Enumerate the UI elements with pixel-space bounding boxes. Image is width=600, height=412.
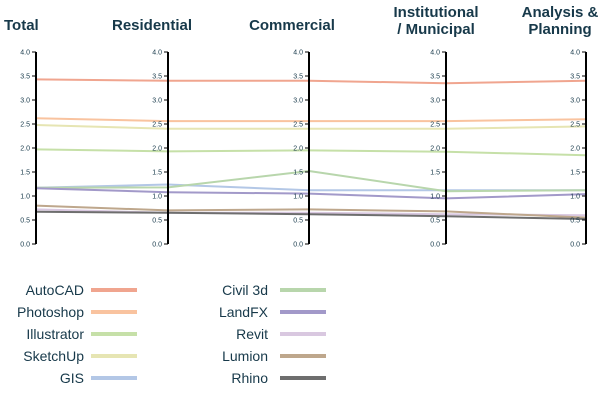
legend-item-gis: GIS xyxy=(60,370,137,386)
legend-item-autocad: AutoCAD xyxy=(26,282,137,298)
legend-item-civil-3d: Civil 3d xyxy=(222,282,326,298)
axis-commercial: 0.0 0.5 1.0 1.5 2.0 2.5 3.0 3.5 4.0 xyxy=(293,50,310,249)
tick-label: 4.0 xyxy=(152,50,162,57)
tick-label: 0.5 xyxy=(152,218,162,225)
tick-label: 4.0 xyxy=(20,50,30,57)
axis-residential: 0.0 0.5 1.0 1.5 2.0 2.5 3.0 3.5 4.0 xyxy=(152,50,169,249)
tick-label: 3.0 xyxy=(430,98,440,105)
tick-label: 1.5 xyxy=(152,170,162,177)
tick-label: 4.0 xyxy=(430,50,440,57)
legend-label: Lumion xyxy=(222,348,268,364)
legend-label: Photoshop xyxy=(17,304,84,320)
tick-label: 2.0 xyxy=(152,146,162,153)
tick-label: 2.5 xyxy=(293,122,303,129)
tick-label: 2.0 xyxy=(430,146,440,153)
axis-title-residential: Residential xyxy=(112,17,192,34)
legend-label: Civil 3d xyxy=(222,282,268,298)
tick-label: 3.5 xyxy=(430,74,440,81)
tick-label: 0.0 xyxy=(20,242,30,249)
tick-label: 2.5 xyxy=(152,122,162,129)
legend-item-photoshop: Photoshop xyxy=(17,304,137,320)
legend-label: Illustrator xyxy=(26,326,84,342)
tick-label: 3.5 xyxy=(20,74,30,81)
tick-label: 1.0 xyxy=(293,194,303,201)
tick-label: 2.5 xyxy=(430,122,440,129)
tick-label: 0.0 xyxy=(430,242,440,249)
legend-item-lumion: Lumion xyxy=(222,348,326,364)
tick-label: 1.0 xyxy=(20,194,30,201)
series-line-photoshop xyxy=(35,117,587,123)
series-lines xyxy=(35,78,587,220)
tick-label: 3.5 xyxy=(152,74,162,81)
legend-label: GIS xyxy=(60,370,84,386)
legend-item-revit: Revit xyxy=(236,326,326,342)
legend-item-landfx: LandFX xyxy=(219,304,326,320)
legend-item-rhino: Rhino xyxy=(231,370,326,386)
legend: AutoCAD Photoshop Illustrator SketchUp GIS Ci… xyxy=(17,282,326,386)
tick-label: 1.0 xyxy=(570,194,580,201)
tick-label: 2.0 xyxy=(293,146,303,153)
tick-label: 1.5 xyxy=(20,170,30,177)
tick-label: 0.5 xyxy=(430,218,440,225)
axis-titles: Total Residential Commercial Institutional /… xyxy=(4,4,599,38)
tick-label: 2.5 xyxy=(570,122,580,129)
tick-label: 1.5 xyxy=(293,170,303,177)
tick-label: 3.0 xyxy=(20,98,30,105)
tick-label: 3.0 xyxy=(570,98,580,105)
tick-label: 2.0 xyxy=(20,146,30,153)
tick-label: 0.5 xyxy=(20,218,30,225)
legend-label: AutoCAD xyxy=(26,282,84,298)
tick-label: 2.0 xyxy=(570,146,580,153)
series-line-civil-3d xyxy=(35,170,587,193)
tick-label: 3.0 xyxy=(152,98,162,105)
tick-label: 0.0 xyxy=(570,242,580,249)
tick-label: 2.5 xyxy=(20,122,30,129)
axis-analysis-planning: 0.0 0.5 1.0 1.5 2.0 2.5 3.0 3.5 4.0 xyxy=(570,50,587,249)
tick-label: 4.0 xyxy=(570,50,580,57)
tick-label: 3.5 xyxy=(293,74,303,81)
tick-label: 3.0 xyxy=(293,98,303,105)
tick-label: 1.0 xyxy=(430,194,440,201)
tick-label: 1.5 xyxy=(570,170,580,177)
tick-label: 0.0 xyxy=(152,242,162,249)
legend-label: LandFX xyxy=(219,304,269,320)
series-line-sketchup xyxy=(35,124,587,130)
axis-title-total: Total xyxy=(4,17,39,34)
axis-institutional-municipal: 0.0 0.5 1.0 1.5 2.0 2.5 3.0 3.5 4.0 xyxy=(430,50,447,249)
legend-label: SketchUp xyxy=(23,348,84,364)
axis-title-analysis-planning: Analysis & Planning xyxy=(522,4,599,38)
axes: 0.0 0.5 1.0 1.5 2.0 2.5 3.0 3.5 4.0 0.0 0.5 1.0 1.5 2… xyxy=(20,50,587,249)
legend-label: Rhino xyxy=(231,370,268,386)
axis-total: 0.0 0.5 1.0 1.5 2.0 2.5 3.0 3.5 4.0 xyxy=(20,50,37,249)
tick-label: 1.0 xyxy=(152,194,162,201)
series-line-illustrator xyxy=(35,148,587,157)
tick-label: 0.0 xyxy=(293,242,303,249)
legend-item-illustrator: Illustrator xyxy=(26,326,137,342)
tick-label: 4.0 xyxy=(293,50,303,57)
axis-title-commercial: Commercial xyxy=(249,17,335,34)
legend-label: Revit xyxy=(236,326,268,342)
series-line-autocad xyxy=(35,78,587,85)
tick-label: 3.5 xyxy=(570,74,580,81)
tick-label: 1.5 xyxy=(430,170,440,177)
tick-label: 0.5 xyxy=(293,218,303,225)
tick-label: 0.5 xyxy=(570,218,580,225)
axis-title-institutional-municipal: Institutional / Municipal xyxy=(394,4,479,38)
legend-item-sketchup: SketchUp xyxy=(23,348,137,364)
